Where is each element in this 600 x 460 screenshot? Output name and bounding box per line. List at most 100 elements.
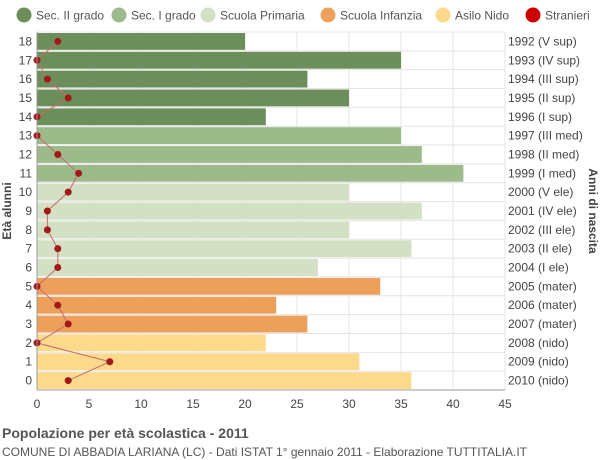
age-tick-label-0: 0 (25, 374, 32, 388)
bar-age-6 (37, 259, 318, 276)
legend-label-5: Stranieri (545, 9, 590, 23)
age-tick-label-15: 15 (19, 91, 33, 105)
birth-tick-label-17: 1993 (IV sup) (508, 53, 580, 67)
birth-tick-label-9: 2001 (IV ele) (508, 204, 577, 218)
x-tick-label-9: 45 (498, 397, 512, 411)
x-tick-label-2: 10 (134, 397, 148, 411)
x-tick-label-5: 25 (290, 397, 304, 411)
stranieri-point-age-3 (64, 320, 72, 328)
x-tick-label-7: 35 (394, 397, 408, 411)
legend-label-2: Scuola Primaria (220, 9, 305, 23)
bar-age-11 (37, 164, 464, 182)
age-tick-label-1: 1 (25, 355, 32, 369)
bar-age-9 (37, 202, 422, 220)
age-tick-label-18: 18 (19, 34, 33, 48)
x-tick-label-8: 40 (446, 397, 460, 411)
birth-tick-label-14: 1996 (I sup) (508, 110, 572, 124)
birth-tick-label-15: 1995 (II sup) (508, 91, 575, 105)
stranieri-point-age-1 (106, 358, 114, 366)
legend-label-3: Scuola Infanzia (340, 9, 422, 23)
legend-label-4: Asilo Nido (455, 9, 509, 23)
age-tick-label-3: 3 (25, 317, 32, 331)
bar-age-12 (37, 146, 422, 163)
age-tick-label-10: 10 (19, 185, 33, 199)
stranieri-point-age-15 (64, 94, 72, 102)
age-tick-label-7: 7 (25, 242, 32, 256)
stranieri-point-age-7 (54, 245, 62, 253)
x-tick-label-0: 0 (34, 397, 41, 411)
y-axis-title-right: Anni di nascita (586, 168, 600, 254)
bars (37, 33, 464, 389)
birth-tick-label-10: 2000 (V ele) (508, 185, 573, 199)
chart-title: Popolazione per età scolastica - 2011 (2, 425, 249, 441)
bar-age-4 (37, 296, 277, 314)
age-tick-label-9: 9 (25, 204, 32, 218)
birth-tick-label-3: 2007 (mater) (508, 317, 577, 331)
bar-age-17 (37, 51, 401, 69)
age-tick-label-14: 14 (19, 110, 33, 124)
bar-age-13 (37, 127, 401, 145)
birth-tick-label-2: 2008 (nido) (508, 336, 569, 350)
legend-marker-1 (111, 7, 127, 23)
bar-age-2 (37, 334, 266, 352)
stranieri-point-age-12 (54, 150, 62, 158)
legend-marker-5 (525, 7, 541, 23)
stranieri-point-age-10 (64, 188, 72, 196)
birth-tick-label-5: 2005 (mater) (508, 279, 577, 293)
x-tick-label-4: 20 (238, 397, 252, 411)
age-tick-label-4: 4 (25, 298, 32, 312)
bar-age-18 (37, 33, 245, 50)
x-tick-label-3: 15 (186, 397, 200, 411)
bar-age-16 (37, 70, 308, 88)
age-tick-label-16: 16 (19, 72, 33, 86)
legend-marker-3 (320, 7, 336, 23)
bar-age-5 (37, 277, 381, 295)
stranieri-point-age-8 (43, 226, 51, 234)
legend-label-1: Sec. I grado (131, 9, 196, 23)
birth-tick-label-1: 2009 (nido) (508, 355, 569, 369)
legend-marker-2 (200, 7, 216, 23)
bar-age-7 (37, 240, 412, 258)
birth-tick-label-11: 1999 (I med) (508, 166, 576, 180)
birth-tick-label-8: 2002 (III ele) (508, 223, 575, 237)
bar-age-0 (37, 372, 412, 389)
birth-tick-label-7: 2003 (II ele) (508, 242, 572, 256)
stranieri-point-age-4 (54, 301, 62, 309)
age-tick-label-11: 11 (20, 166, 33, 180)
legend: Sec. II grado Sec. I grado Scuola Primaria… (16, 7, 590, 23)
age-tick-label-6: 6 (25, 261, 32, 275)
birth-tick-label-18: 1992 (V sup) (508, 34, 577, 48)
age-tick-label-5: 5 (25, 279, 32, 293)
birth-tick-label-0: 2010 (nido) (508, 374, 569, 388)
birth-tick-label-4: 2006 (mater) (508, 298, 577, 312)
bar-age-8 (37, 221, 349, 239)
age-tick-label-12: 12 (19, 147, 33, 161)
stranieri-series (33, 37, 114, 385)
stranieri-point-age-0 (64, 377, 72, 385)
bar-age-1 (37, 353, 360, 371)
age-tick-label-2: 2 (25, 336, 32, 350)
x-tick-label-1: 5 (86, 397, 93, 411)
y-axis-title-left: Età alunni (0, 182, 14, 239)
legend-label-0: Sec. II grado (36, 9, 104, 23)
stranieri-point-age-6 (54, 264, 62, 272)
stranieri-point-age-11 (75, 169, 83, 177)
birth-tick-label-13: 1997 (III med) (508, 129, 583, 143)
birth-tick-label-6: 2004 (I ele) (508, 261, 569, 275)
birth-tick-label-16: 1994 (III sup) (508, 72, 579, 86)
legend-marker-4 (435, 7, 451, 23)
bar-age-15 (37, 89, 349, 107)
stranieri-point-age-16 (43, 75, 51, 83)
chart-subtitle: COMUNE DI ABBADIA LARIANA (LC) - Dati IS… (2, 445, 527, 459)
birth-tick-label-12: 1998 (II med) (508, 147, 579, 161)
age-tick-label-17: 17 (19, 53, 33, 67)
legend-marker-0 (16, 7, 32, 23)
x-tick-label-6: 30 (342, 397, 356, 411)
stranieri-point-age-18 (54, 37, 62, 45)
age-tick-label-13: 13 (19, 129, 33, 143)
age-tick-label-8: 8 (25, 223, 32, 237)
bar-age-14 (37, 108, 266, 126)
bar-age-3 (37, 315, 308, 333)
